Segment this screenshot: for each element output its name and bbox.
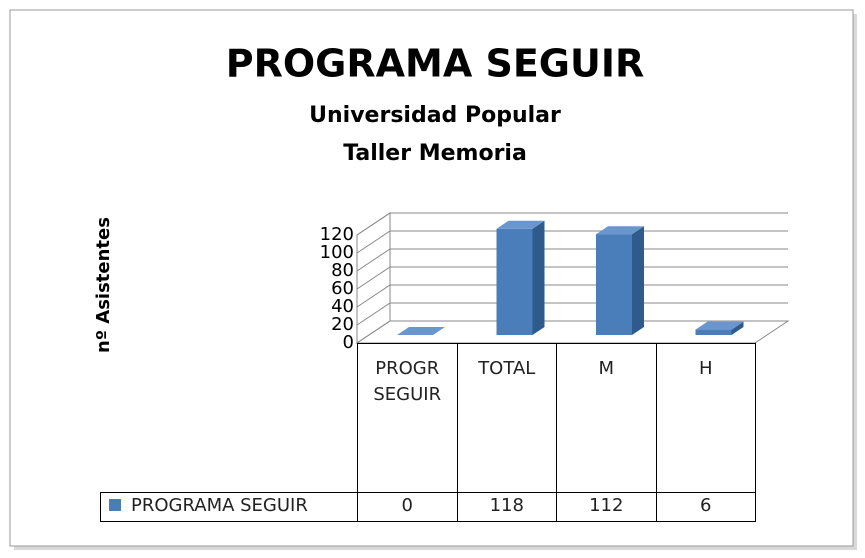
chart-title: PROGRAMA SEGUIR <box>226 42 645 86</box>
y-tick-label: 0 <box>343 332 354 353</box>
table-category: TOTAL <box>456 343 557 493</box>
bar-side <box>532 220 545 335</box>
bar <box>596 234 632 335</box>
bar-top <box>695 321 744 330</box>
y-tick-label: 60 <box>331 278 354 299</box>
grid-line <box>356 302 788 326</box>
legend-label: PROGRAMA SEGUIR <box>131 495 308 516</box>
legend-cell: PROGRAMA SEGUIR <box>100 492 358 522</box>
table-value: 112 <box>556 492 657 522</box>
grid-line <box>356 266 788 290</box>
grid-line <box>356 248 788 272</box>
table-value: 118 <box>456 492 557 522</box>
bar-side <box>731 321 744 335</box>
table-category: M <box>556 343 657 493</box>
y-tick-label: 40 <box>331 296 354 317</box>
bar-top <box>596 226 644 235</box>
y-tick-label: 80 <box>331 260 354 281</box>
y-tick-label: 120 <box>320 224 354 245</box>
chart-border <box>9 9 854 547</box>
grid-line <box>356 284 788 308</box>
y-tick-label: 100 <box>320 242 354 263</box>
y-axis-label: nº Asistentes <box>93 217 114 353</box>
chart-subtitle: Universidad Popular <box>309 103 561 128</box>
bar-top <box>496 220 545 229</box>
table-value: 0 <box>357 492 458 522</box>
bar <box>695 329 732 335</box>
bar <box>496 228 533 335</box>
y-tick-label: 20 <box>331 314 354 335</box>
grid-line <box>356 230 788 254</box>
bar-top <box>397 327 445 335</box>
grid-line <box>356 212 788 236</box>
chart-subtitle: Taller Memoria <box>343 141 527 166</box>
table-category: PROGR SEGUIR <box>357 343 458 493</box>
table-value: 6 <box>655 492 756 522</box>
table-category: H <box>655 343 756 493</box>
legend-key <box>109 499 121 511</box>
grid-line <box>356 320 788 344</box>
bar-side <box>632 226 644 335</box>
